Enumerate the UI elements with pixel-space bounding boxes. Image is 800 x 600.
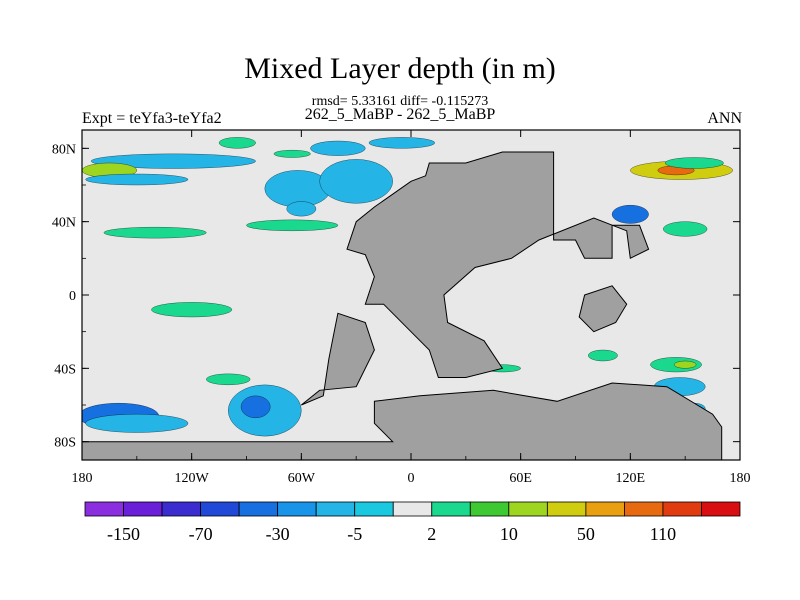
colorbar-swatch [662, 501, 702, 517]
colorbar-swatch [161, 501, 201, 517]
anomaly-region [85, 414, 189, 433]
map-area [82, 130, 740, 460]
colorbar-label: 2 [427, 524, 436, 544]
colorbar-swatch [469, 501, 510, 517]
y-tick-label: 0 [69, 289, 76, 304]
colorbar-swatch [277, 501, 317, 517]
x-tick-label: 0 [408, 471, 415, 486]
colorbar-label: -150 [107, 524, 140, 544]
land-mass [346, 151, 650, 378]
land-mass [578, 285, 628, 333]
experiment-label: Expt = teYfa3-teYfa2 [82, 110, 222, 127]
anomaly-region [90, 153, 256, 169]
anomaly-region [368, 137, 435, 149]
anomaly-region [240, 395, 271, 418]
map-axes: 180 120W 60W 0 60E 120E 180 80N 40N 0 40S 80S [52, 129, 751, 486]
colorbar-swatch [585, 501, 625, 517]
colorbar: -150 -70 -30 -5 2 10 50 110 [84, 501, 741, 544]
colorbar-swatch [624, 501, 664, 517]
colorbar-label: 110 [650, 524, 676, 544]
y-tick-label: 80S [54, 436, 76, 451]
anomaly-region [310, 140, 366, 156]
x-tick-label: 180 [72, 471, 93, 486]
anomaly-region [664, 157, 724, 169]
land-mass [300, 312, 375, 406]
colorbar-label: -5 [347, 524, 362, 544]
anomaly-region [588, 349, 618, 362]
colorbar-swatch [315, 501, 356, 517]
anomaly-region [151, 302, 233, 318]
colorbar-label: 50 [577, 524, 595, 544]
x-tick-label: 120E [616, 471, 646, 486]
anomaly-region [218, 137, 256, 149]
colorbar-swatch [84, 501, 124, 517]
y-tick-label: 40N [52, 216, 76, 231]
colorbar-swatch [123, 501, 163, 517]
x-tick-label: 60E [509, 471, 532, 486]
colorbar-swatch [508, 501, 548, 517]
colorbar-swatch [546, 501, 587, 517]
y-tick-label: 80N [52, 142, 76, 157]
colorbar-swatch [431, 501, 471, 517]
x-tick-label: 180 [730, 471, 751, 486]
colorbar-label: -30 [266, 524, 290, 544]
anomaly-region [286, 201, 317, 217]
colorbar-swatch [238, 501, 279, 517]
anomaly-region [319, 159, 393, 204]
period-label: ANN [707, 110, 742, 127]
chart-title: Mixed Layer depth (in m) [244, 52, 556, 85]
anomaly-region [611, 205, 649, 224]
colorbar-swatch [200, 501, 240, 517]
colorbar-swatch [701, 501, 741, 517]
colorbar-label: -70 [189, 524, 213, 544]
anomaly-region [206, 373, 251, 385]
colorbar-label: 10 [500, 524, 518, 544]
map-clip-group [82, 130, 740, 460]
anomaly-region [85, 173, 189, 186]
colorbar-swatch [354, 501, 394, 517]
anomaly-region [674, 360, 697, 369]
land-mass [82, 382, 723, 460]
chart-case-subtitle: 262_5_MaBP - 262_5_MaBP [304, 106, 496, 123]
anomaly-region [663, 221, 708, 237]
x-tick-label: 120W [175, 471, 210, 486]
anomaly-region [103, 227, 207, 239]
anomaly-region [273, 150, 311, 158]
chart-stats-subtitle: rmsd= 5.33161 diff= -0.115273 [311, 94, 489, 109]
x-tick-label: 60W [288, 471, 316, 486]
y-tick-label: 40S [54, 362, 76, 377]
colorbar-swatch [392, 501, 433, 517]
anomaly-region [246, 219, 339, 231]
